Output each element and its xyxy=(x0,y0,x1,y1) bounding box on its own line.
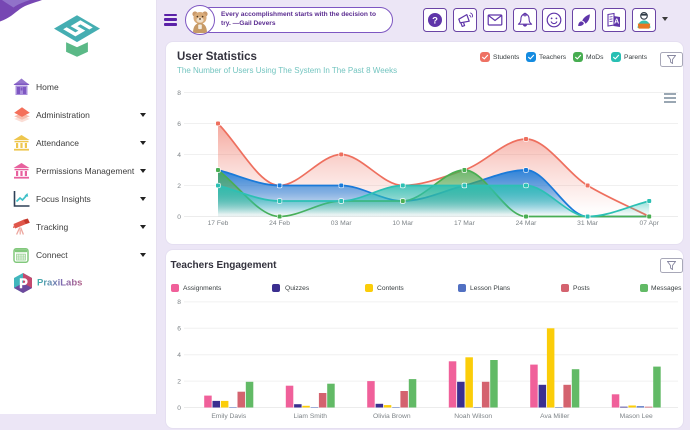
svg-text:Liam Smith: Liam Smith xyxy=(293,413,327,420)
svg-text:03 Mar: 03 Mar xyxy=(331,220,353,227)
svg-text:24 Feb: 24 Feb xyxy=(269,220,290,227)
svg-text:A: A xyxy=(614,18,619,25)
svg-text:2: 2 xyxy=(177,378,181,385)
svg-text:4: 4 xyxy=(177,352,181,359)
svg-text:24 Mar: 24 Mar xyxy=(516,220,538,227)
svg-text:Olivia Brown: Olivia Brown xyxy=(373,413,411,420)
svg-text:8: 8 xyxy=(177,299,181,306)
svg-text:?: ? xyxy=(432,15,438,26)
svg-text:6: 6 xyxy=(177,121,181,128)
svg-text:Noah Wilson: Noah Wilson xyxy=(454,413,492,420)
svg-text:Ava Miller: Ava Miller xyxy=(540,413,570,420)
svg-text:0: 0 xyxy=(177,214,181,221)
svg-text:2: 2 xyxy=(177,183,181,190)
svg-text:6: 6 xyxy=(177,326,181,333)
svg-text:8: 8 xyxy=(177,90,181,97)
svg-text:10 Mar: 10 Mar xyxy=(392,220,414,227)
svg-text:0: 0 xyxy=(177,405,181,412)
svg-text:31 Mar: 31 Mar xyxy=(577,220,599,227)
svg-text:17 Feb: 17 Feb xyxy=(208,220,229,227)
svg-text:4: 4 xyxy=(177,152,181,159)
svg-text:17 Mar: 17 Mar xyxy=(454,220,476,227)
svg-text:Emily Davis: Emily Davis xyxy=(211,413,247,420)
svg-text:Mason Lee: Mason Lee xyxy=(620,413,653,420)
svg-text:07 Apr: 07 Apr xyxy=(640,220,660,227)
